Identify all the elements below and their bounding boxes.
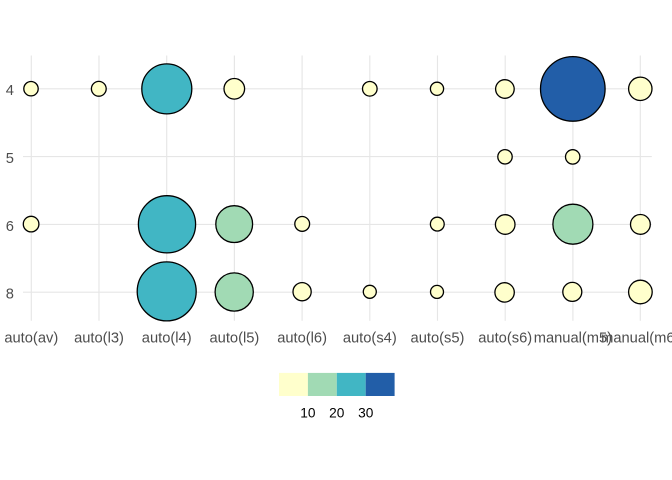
svg-text:30: 30 — [358, 405, 374, 420]
svg-text:10: 10 — [300, 405, 316, 420]
svg-text:manual(m5): manual(m5) — [534, 331, 612, 347]
svg-text:auto(s5): auto(s5) — [411, 331, 465, 347]
svg-text:auto(l5): auto(l5) — [209, 331, 259, 347]
svg-text:auto(s6): auto(s6) — [478, 331, 532, 347]
svg-text:auto(l4): auto(l4) — [142, 331, 192, 347]
svg-text:manual(m6): manual(m6) — [601, 331, 672, 347]
svg-text:4: 4 — [6, 83, 14, 99]
svg-text:auto(l3): auto(l3) — [74, 331, 124, 347]
svg-text:8: 8 — [6, 286, 14, 302]
svg-text:20: 20 — [329, 405, 345, 420]
svg-text:auto(s4): auto(s4) — [343, 331, 397, 347]
svg-text:5: 5 — [6, 151, 14, 167]
svg-text:6: 6 — [6, 219, 14, 235]
svg-text:auto(av): auto(av) — [4, 331, 58, 347]
svg-text:auto(l6): auto(l6) — [277, 331, 327, 347]
